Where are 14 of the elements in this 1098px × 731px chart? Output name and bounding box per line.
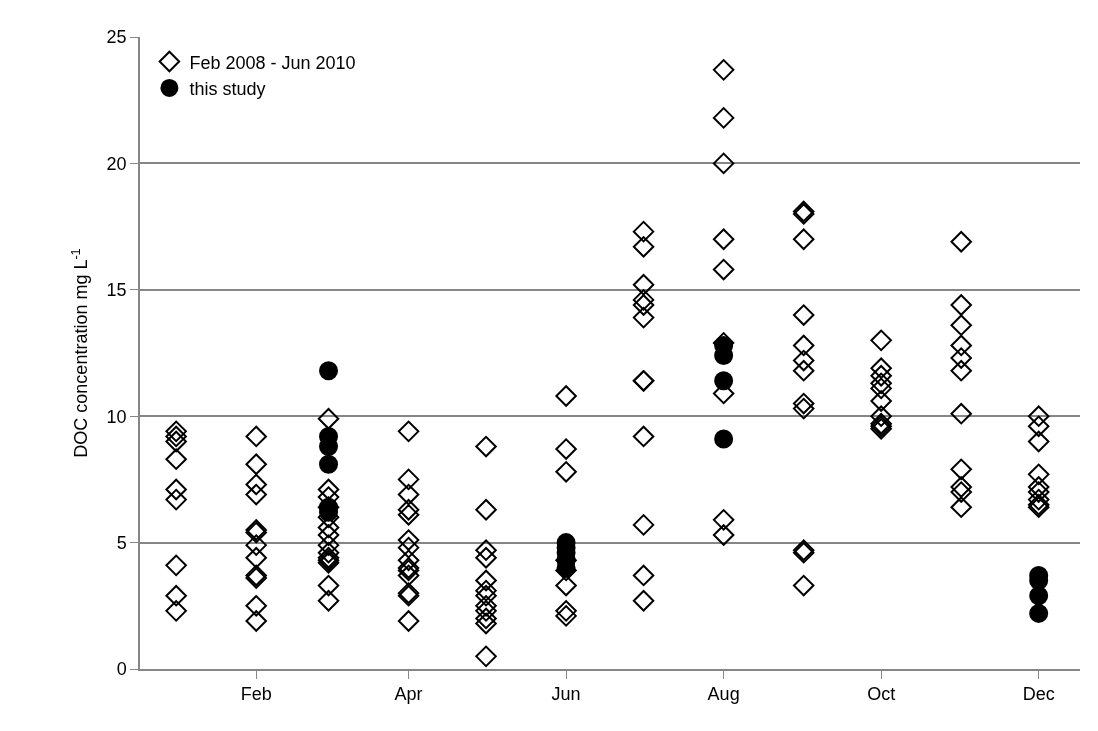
legend-label: Feb 2008 - Jun 2010 <box>189 52 356 73</box>
y-tick-label: 0 <box>116 659 127 680</box>
x-tick-label: Apr <box>394 684 423 705</box>
legend-label: this study <box>189 78 266 99</box>
x-tick-label: Oct <box>867 684 896 705</box>
x-tick-label: Feb <box>240 684 272 705</box>
y-tick-label: 20 <box>106 153 127 174</box>
x-tick-label: Jun <box>551 684 581 705</box>
x-tick-label: Aug <box>707 684 740 705</box>
y-tick-label: 10 <box>106 406 127 427</box>
x-tick-label: Dec <box>1022 684 1055 705</box>
y-tick-label: 15 <box>106 280 127 301</box>
y-tick-label: 25 <box>106 27 127 48</box>
y-tick-label: 5 <box>116 532 127 553</box>
